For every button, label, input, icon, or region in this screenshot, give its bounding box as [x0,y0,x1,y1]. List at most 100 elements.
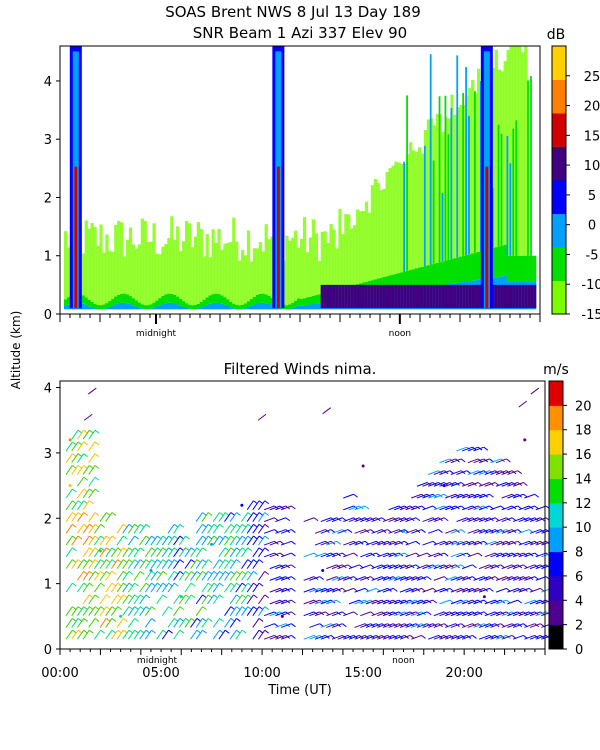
wind-barb-shaft [399,517,411,523]
snr-cell [193,236,198,305]
wind-barb-shaft [326,540,337,546]
snr-cell [350,284,354,309]
snr-cell [64,231,68,300]
snr-cell [264,303,268,310]
wind-barb-shaft [326,576,337,581]
wind-point [68,484,72,488]
wind-barb-flag [489,587,494,592]
wind-barb-shaft [405,599,417,605]
snr-cell [332,284,336,309]
winds-colorbar-label: 16 [575,448,592,463]
snr-cell [379,190,383,278]
wind-barb-shaft [524,599,535,605]
wind-barb-shaft [382,540,394,546]
snr-cell [267,295,271,304]
wind-barb-shaft [535,529,547,534]
wind-barb-shaft [184,594,192,605]
snr-cell [403,161,406,272]
winds-x-tick-label: 00:00 [41,666,78,681]
wind-barb-shaft [444,576,456,581]
wind-barb-flag [258,559,264,563]
snr-cell [84,220,88,298]
snr-colorbar-segment [552,247,566,281]
wind-barbs [65,387,556,640]
wind-barb-shaft [76,524,85,534]
snr-cell [229,301,233,308]
wind-barb-shaft [484,482,496,487]
snr-cell [125,239,130,295]
snr-cell [429,284,434,309]
wind-barb-shaft [320,552,332,558]
snr-cell [518,255,522,282]
wind-barb-shaft [167,524,175,534]
wind-barb-shaft [212,512,220,522]
wind-barb-shaft [269,552,281,558]
snr-cell [229,307,233,310]
wind-barb-shaft [241,524,249,534]
wind-barb-shaft [439,540,451,546]
snr-cell [96,245,100,305]
wind-barb-shaft [439,611,451,617]
wind-barb-shaft [428,517,439,523]
wind-barb-shaft [433,505,445,511]
wind-barb-shaft [229,559,237,569]
snr-cell [208,295,212,304]
wind-barb-shaft [258,606,266,616]
wind-barb [478,493,494,499]
snr-cell [397,284,401,309]
wind-barb-shaft [518,540,530,546]
wind-barb-shaft [76,500,85,511]
snr-cell [314,295,318,304]
wind-barb-flag [77,535,83,540]
wind-barb-shaft [512,623,524,628]
winds-colorbar-frame [548,380,564,650]
snr-cell [214,302,218,310]
wind-barb-shaft [433,517,445,523]
wind-barb-shaft [144,547,152,558]
wind-barb-shaft [263,634,275,640]
wind-barb [133,570,145,581]
wind-barb-shaft [331,576,343,581]
wind-barb-shaft [450,482,462,487]
wind-barb-flag [517,599,523,604]
wind-barb-shaft [76,465,85,475]
wind-barb-shaft [461,540,473,546]
snr-cell [447,284,451,309]
wind-barb-shaft [405,623,417,628]
wind-barb-shaft [235,524,243,534]
wind-barb-shaft [331,552,343,558]
wind-barb-shaft [337,529,349,534]
wind-barb-shaft [116,547,124,558]
wind-barb-shaft [456,446,467,452]
wind-barb-flag [472,635,477,639]
snr-cell [294,300,298,307]
snr-cell [252,304,257,310]
wind-barb-shaft [365,623,377,628]
wind-barb-shaft [416,611,428,617]
wind-barb-shaft [235,535,243,546]
wind-barb-shaft [76,606,85,616]
wind-barb [258,594,270,605]
wind-barb-shaft [156,535,164,546]
snr-cell [397,162,401,274]
snr-cell [415,268,419,289]
wind-barb-shaft [246,594,254,605]
wind-barb-shaft [337,576,349,581]
snr-cell [117,220,121,295]
snr-cell [335,248,339,290]
snr-cell [123,302,127,310]
snr-colorbar-frame [551,45,567,315]
snr-cell [509,284,513,309]
wind-barb-shaft [450,564,462,570]
wind-barb-shaft [71,441,79,452]
snr-cell [217,303,221,310]
wind-barb-shaft [529,599,541,605]
snr-cell [211,294,215,304]
wind-barb [246,594,258,605]
wind-barb-shaft [501,540,513,546]
snr-cell [314,303,318,310]
wind-barb-shaft [456,587,467,593]
winds-colorbar-segment [549,527,563,553]
wind-barb-shaft [348,564,360,570]
snr-cell [217,294,221,304]
